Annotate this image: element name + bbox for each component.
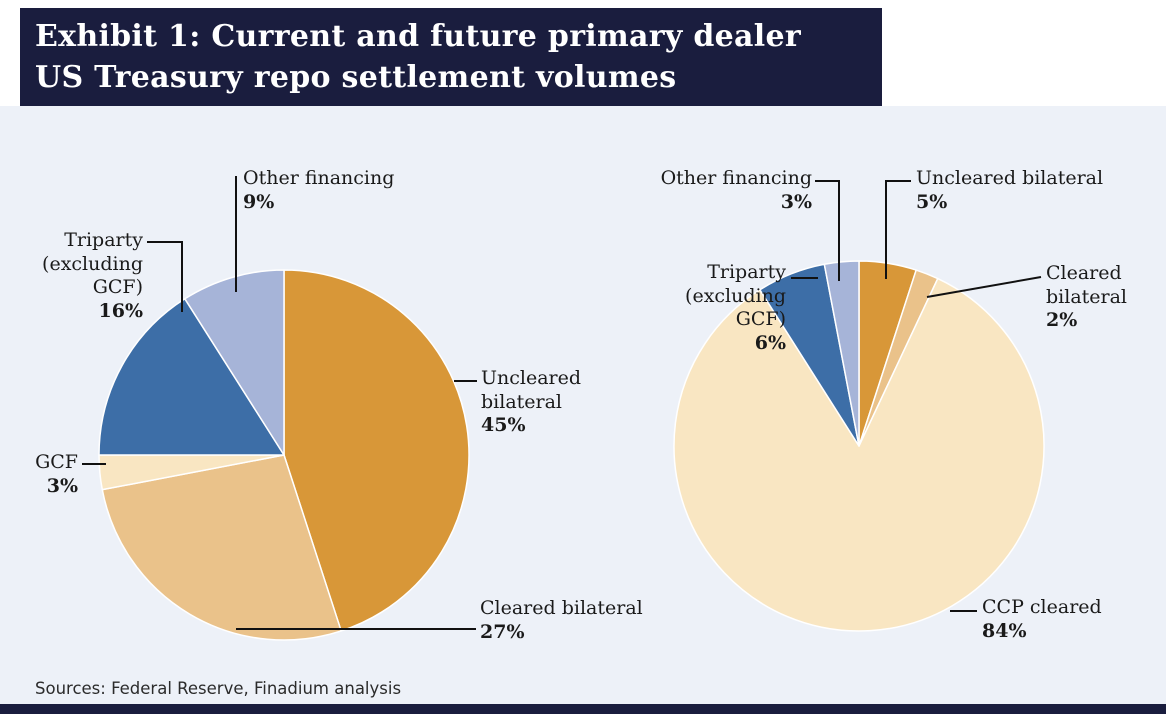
- label-right-cleared-bilateral: Cleared bilateral 2%: [1046, 262, 1151, 333]
- label-text: Uncleared bilateral: [916, 167, 1104, 189]
- bottom-bar: [0, 704, 1166, 714]
- pie-slice-ccp-cleared: [673, 277, 1045, 632]
- label-pct: 5%: [916, 190, 948, 213]
- pie-chart-future: [673, 260, 1045, 632]
- exhibit-title-line2: US Treasury repo settlement volumes: [35, 59, 677, 95]
- label-pct: 3%: [46, 474, 78, 497]
- pie-slice-other-financing: [184, 269, 285, 456]
- label-left-other-financing: Other financing 9%: [243, 167, 418, 214]
- label-text: Other financing: [660, 167, 812, 189]
- label-text: Cleared bilateral: [1046, 262, 1128, 308]
- sources-note: Sources: Federal Reserve, Finadium analy…: [35, 679, 402, 698]
- label-right-ccp-cleared: CCP cleared 84%: [982, 596, 1142, 643]
- label-text: CCP cleared: [982, 596, 1102, 618]
- exhibit-header: Exhibit 1: Current and future primary de…: [20, 8, 882, 106]
- label-pct: 6%: [754, 331, 786, 354]
- label-pct: 16%: [98, 299, 144, 322]
- label-text: Triparty (excluding GCF): [685, 261, 786, 331]
- label-right-triparty: Triparty (excluding GCF) 6%: [674, 261, 786, 355]
- label-pct: 2%: [1046, 309, 1078, 332]
- label-text: Cleared bilateral: [480, 597, 643, 619]
- label-pct: 27%: [480, 620, 525, 643]
- label-text: Other financing: [243, 167, 395, 189]
- label-pct: 84%: [982, 619, 1027, 642]
- label-text: GCF: [35, 451, 78, 473]
- label-left-triparty: Triparty (excluding GCF) 16%: [31, 229, 143, 323]
- label-right-uncleared-bilateral: Uncleared bilateral 5%: [916, 167, 1141, 214]
- label-pct: 9%: [243, 190, 275, 213]
- pie-chart-current: [98, 269, 470, 641]
- label-pct: 3%: [780, 190, 812, 213]
- label-left-cleared-bilateral: Cleared bilateral 27%: [480, 597, 680, 644]
- label-left-gcf: GCF 3%: [30, 451, 78, 498]
- label-pct: 45%: [481, 414, 526, 437]
- label-right-other-financing: Other financing 3%: [642, 167, 812, 214]
- label-left-uncleared-bilateral: Uncleared bilateral 45%: [481, 367, 601, 438]
- label-text: Uncleared bilateral: [481, 367, 582, 413]
- pie-slice-cleared-bilateral: [101, 454, 342, 641]
- label-text: Triparty (excluding GCF): [42, 229, 143, 299]
- exhibit-title-line1: Exhibit 1: Current and future primary de…: [35, 19, 801, 54]
- pie-slice-uncleared-bilateral: [283, 269, 470, 632]
